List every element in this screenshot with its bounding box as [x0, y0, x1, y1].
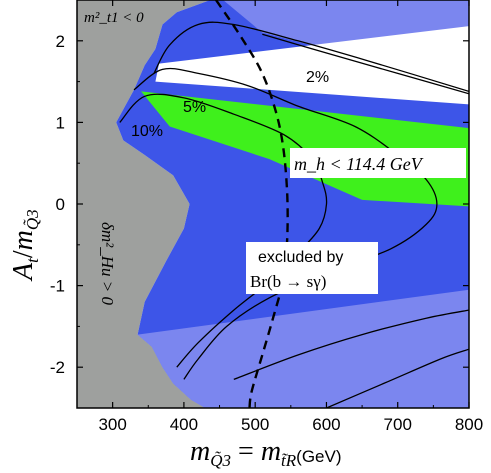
x-label-sub2: t̃R	[281, 451, 297, 470]
contour-2-label: 2%	[306, 69, 329, 86]
x-label-m1: m	[190, 436, 210, 467]
x-label-sub1: Q̃3	[210, 451, 231, 470]
x-tick-label-700: 700	[384, 415, 412, 434]
region-allowed-5	[155, 26, 469, 105]
mh-bound-layer	[215, 0, 289, 408]
y-tick-label-0: 0	[56, 195, 65, 214]
ticks-layer: 300 400 500 600 700 800 -2 -1 0 1 2	[50, 0, 483, 434]
tachyonic-top-label: m²_t1 < 0	[84, 10, 144, 26]
higgs-label: m_h < 114.4 GeV	[294, 154, 424, 174]
regions-layer	[77, 0, 469, 408]
y-tick-label-1: 1	[56, 113, 65, 132]
x-tick-label-600: 600	[312, 415, 340, 434]
y-axis-label: At/mQ̃3	[8, 209, 42, 282]
x-tick-label-400: 400	[170, 415, 198, 434]
x-tick-label-800: 800	[455, 415, 483, 434]
bsgamma-label-box	[246, 242, 378, 294]
higgs-label-box	[290, 148, 466, 178]
x-axis-label: mQ̃3 = mt̃R(GeV)	[190, 436, 342, 470]
y-label-m: m	[8, 230, 39, 250]
x-label-unit: (GeV)	[296, 447, 341, 466]
y-label-A: A	[8, 262, 39, 282]
contour-line-2	[119, 93, 328, 368]
tachyonic-left-label: δm²_Hu > 0	[98, 222, 117, 306]
bsgamma-label-line1: excluded by	[258, 249, 343, 266]
y-tick-label--1: -1	[50, 277, 65, 296]
contour-line-5	[326, 348, 469, 408]
y-label-sub1: t	[23, 257, 42, 263]
mh-bound-line	[215, 0, 289, 408]
x-tick-label-500: 500	[241, 415, 269, 434]
region-tachyonic-0	[77, 0, 211, 408]
y-label-slash: /	[8, 250, 39, 258]
region-bsgamma_light-2	[137, 289, 469, 408]
contours-layer	[119, 21, 469, 408]
x-label-eq: =	[231, 436, 261, 467]
x-tick-label-300: 300	[98, 415, 126, 434]
x-label-m2: m	[261, 436, 281, 467]
contour-line-0	[153, 21, 469, 93]
y-tick-label--2: -2	[50, 358, 65, 377]
contour-line-3	[262, 33, 469, 95]
bsgamma-label-line2: Br(b → sγ)	[250, 272, 326, 291]
contour-line-4	[233, 309, 469, 381]
contour-10-label: 10%	[131, 123, 163, 140]
contour-line-1	[133, 67, 438, 380]
contour-5-label: 5%	[183, 99, 206, 116]
y-label-sub2: Q̃3	[23, 209, 42, 230]
y-tick-label-2: 2	[56, 32, 65, 51]
